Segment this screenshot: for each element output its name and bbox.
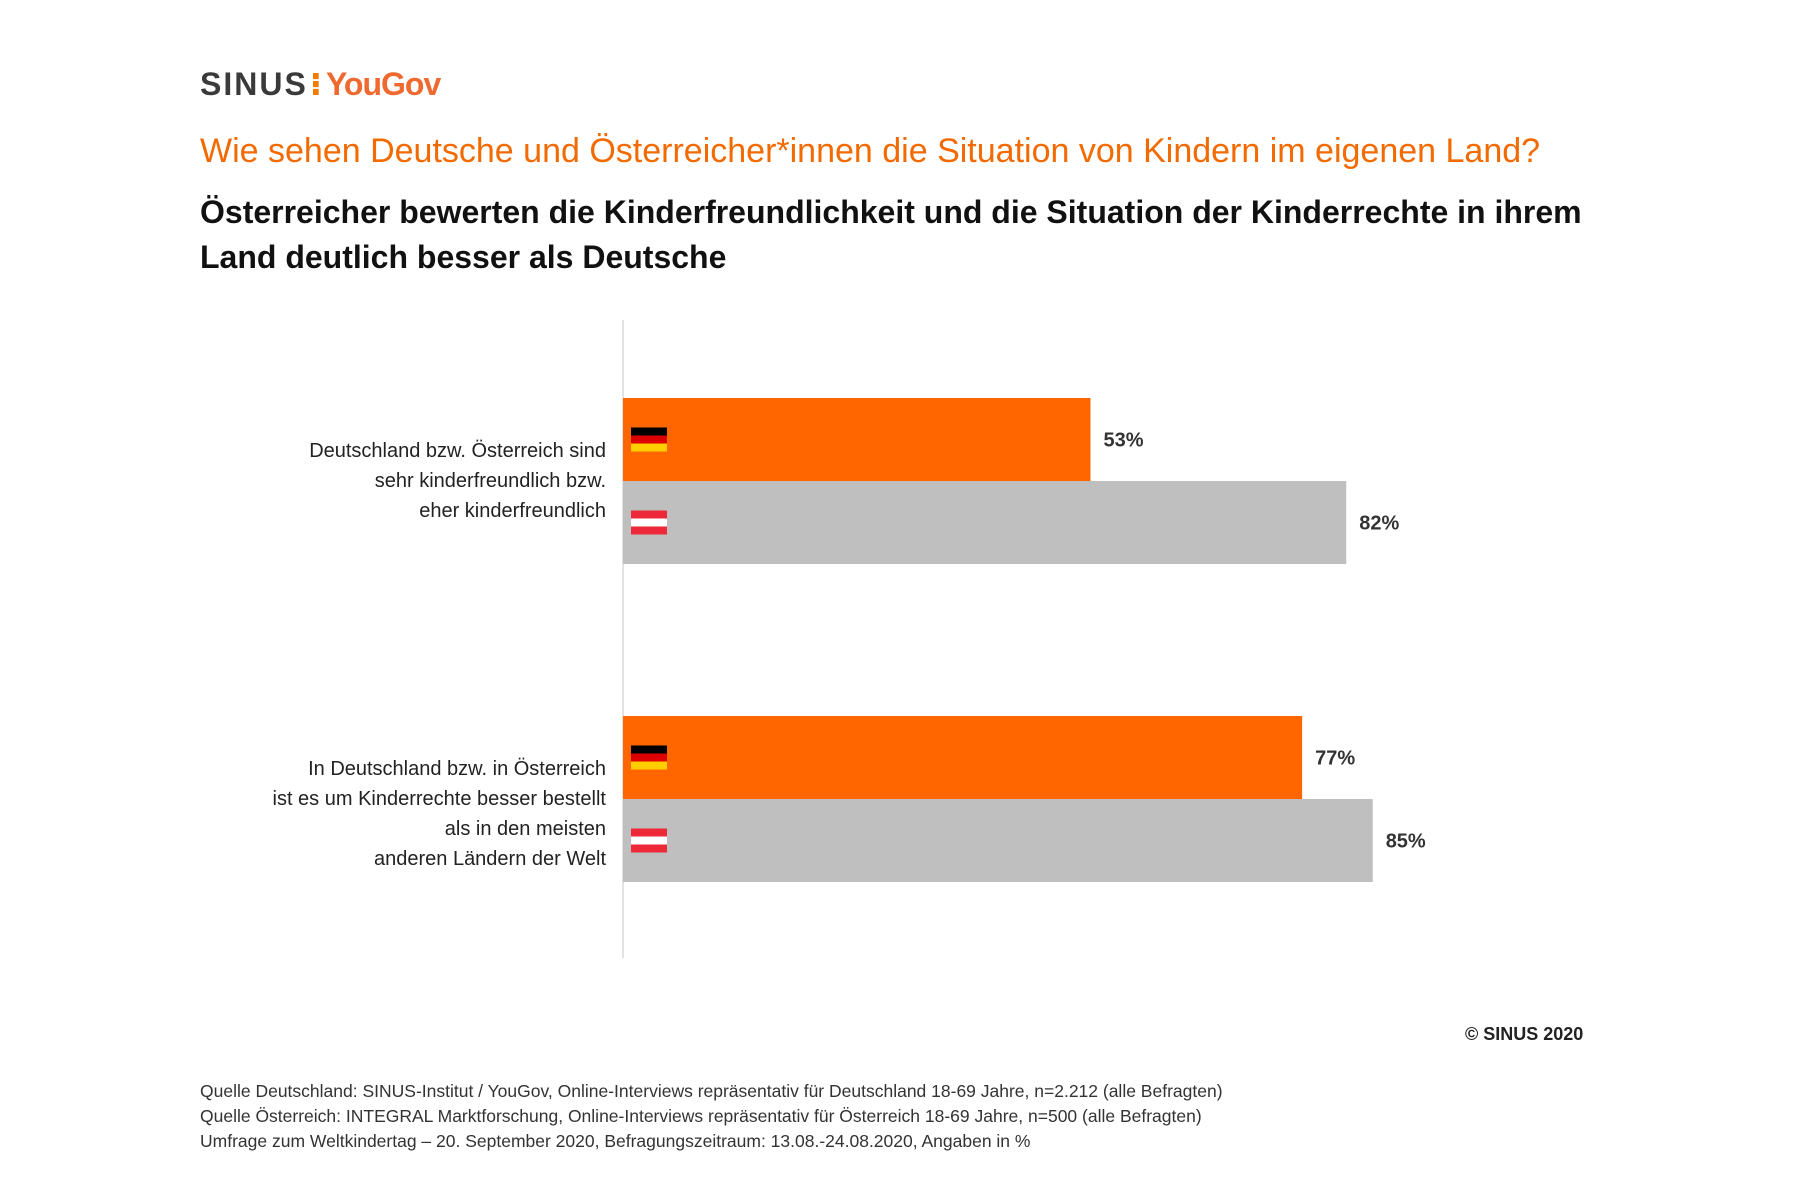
flag-at-icon [631,510,667,535]
source-deutschland: Quelle Deutschland: SINUS-Institut / You… [200,1081,1223,1101]
flag-at-icon [631,828,667,853]
category-label-kinderrechte: In Deutschland bzw. in Österreich ist es… [272,758,607,870]
bar-de-0 [623,398,1091,481]
source-oesterreich: Quelle Österreich: INTEGRAL Marktforschu… [200,1106,1202,1126]
logo-sinus-text: SINUS [200,66,308,102]
headline: Österreicher bewerten die Kinderfreundli… [200,194,1582,275]
survey-note: Umfrage zum Weltkindertag – 20. Septembe… [200,1131,1031,1151]
bar-at-1 [623,799,1373,882]
category-label-kinderfreundlich: Deutschland bzw. Österreich sind sehr ki… [309,440,606,522]
value-label-at-0: 82% [1359,513,1399,535]
logo-yougov-text: YouGov [325,66,441,102]
bar-at-0 [623,481,1347,564]
survey-question: Wie sehen Deutsche und Österreicher*inne… [200,132,1541,170]
value-label-de-0: 53% [1103,430,1143,452]
copyright: © SINUS 2020 [1465,1024,1584,1044]
value-label-de-1: 77% [1315,748,1355,770]
value-label-at-1: 85% [1386,831,1426,853]
sinus-yougov-logo: SINUS⁝ YouGov [200,66,441,102]
sources: Quelle Deutschland: SINUS-Institut / You… [200,1079,1223,1154]
bar-de-1 [623,716,1303,799]
logo-separator: ⁝ [309,66,322,102]
flag-de-icon [631,745,667,770]
flag-de-icon [631,427,667,452]
